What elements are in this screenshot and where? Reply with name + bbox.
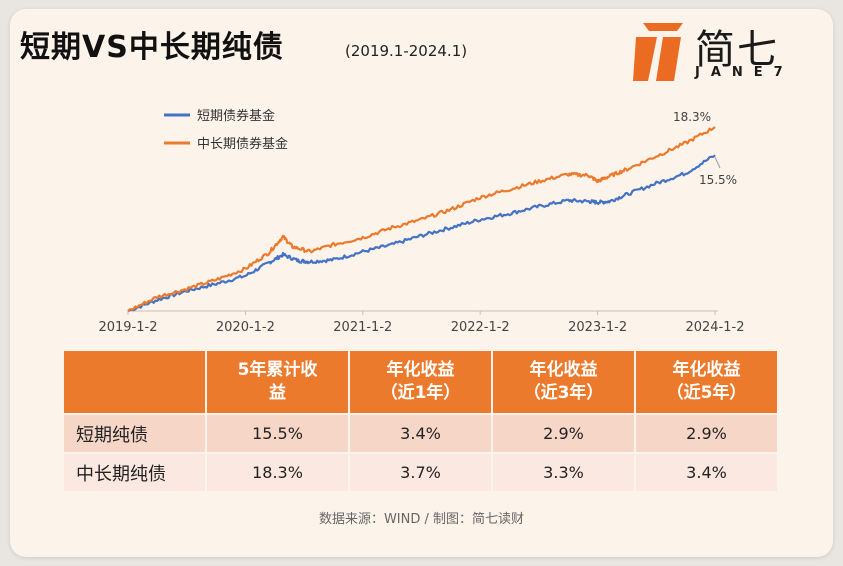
legend-label: 中长期债券基金 <box>197 136 288 152</box>
cell-value: 3.3% <box>493 454 634 491</box>
logo-mark-icon <box>633 23 683 81</box>
header-cell-annual-5y: 年化收益 （近5年） <box>636 351 777 413</box>
x-tick-label: 2020-1-2 <box>216 320 275 335</box>
header-cell-blank <box>64 351 205 413</box>
cell-value: 15.5% <box>207 415 348 452</box>
table-header-row: 5年累计收益 年化收益 （近1年） 年化收益 （近3年） 年化收益 （近5年） <box>64 351 777 413</box>
cell-value: 2.9% <box>636 415 777 452</box>
date-range: (2019.1-2024.1) <box>345 42 468 60</box>
series-line-mid-long-term <box>127 126 716 312</box>
page-title: 短期VS中长期纯债 <box>20 30 284 65</box>
row-name: 中长期纯债 <box>64 454 205 491</box>
cell-value: 3.4% <box>350 415 491 452</box>
legend-label: 短期债券基金 <box>197 108 275 124</box>
series-line-short-term <box>127 154 716 313</box>
returns-table: 5年累计收益 年化收益 （近1年） 年化收益 （近3年） 年化收益 （近5年） 短期纯… <box>62 349 779 493</box>
line-chart: 2019-1-2 2020-1-2 2021-1-2 2022-1-2 2023-1-2… <box>98 108 744 335</box>
header-cell-annual-1y: 年化收益 （近1年） <box>350 351 491 413</box>
x-tick-label: 2024-1-2 <box>685 320 744 335</box>
logo-text-en: JANE7 <box>695 65 794 80</box>
header-cell-annual-3y: 年化收益 （近3年） <box>493 351 634 413</box>
end-label-short-term: 15.5% <box>699 173 737 187</box>
header-cell-cumulative: 5年累计收益 <box>207 351 348 413</box>
cell-value: 3.4% <box>636 454 777 491</box>
data-source-note: 数据来源：WIND / 制图：简七读财 <box>318 512 525 527</box>
table-row: 短期纯债 15.5% 3.4% 2.9% 2.9% <box>64 415 777 452</box>
x-tick-label: 2021-1-2 <box>333 320 392 335</box>
table-row: 中长期纯债 18.3% 3.7% 3.3% 3.4% <box>64 454 777 491</box>
x-tick-label: 2023-1-2 <box>568 320 627 335</box>
end-label-leader <box>714 156 721 169</box>
logo: 简七 JANE7 <box>633 19 803 85</box>
cell-value: 2.9% <box>493 415 634 452</box>
cell-value: 3.7% <box>350 454 491 491</box>
x-tick-label: 2022-1-2 <box>451 320 510 335</box>
cell-value: 18.3% <box>207 454 348 491</box>
logo-text-cn: 简七 <box>695 27 779 73</box>
end-label-mid-long-term: 18.3% <box>673 110 711 124</box>
x-tick-label: 2019-1-2 <box>98 320 157 335</box>
row-name: 短期纯债 <box>64 415 205 452</box>
